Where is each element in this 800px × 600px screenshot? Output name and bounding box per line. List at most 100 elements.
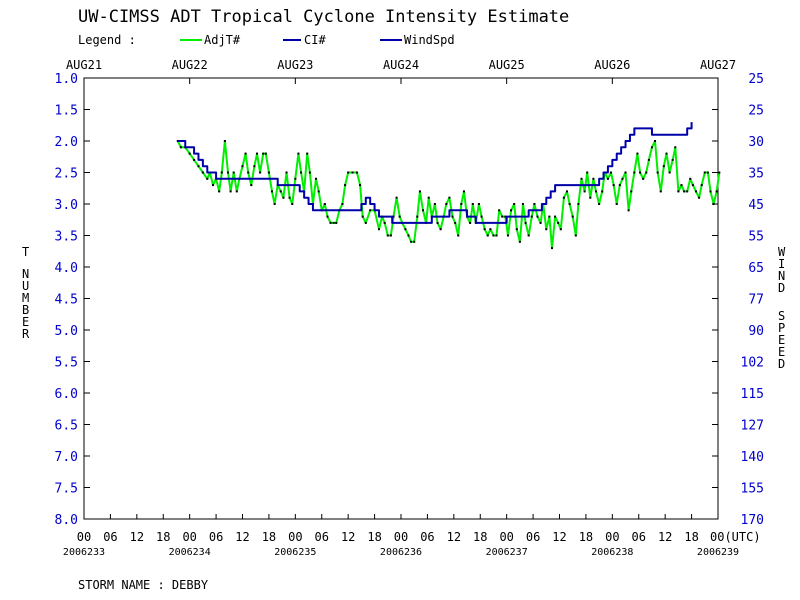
adjt-point	[536, 215, 539, 218]
y-label-right-d2: D	[778, 357, 785, 371]
bottom-hour-label: 00	[77, 530, 91, 544]
adjt-point	[259, 171, 262, 174]
adjt-point	[477, 203, 480, 205]
left-tick-label: 6.0	[55, 387, 78, 402]
bottom-hour-label: 00	[499, 530, 513, 544]
adjt-point	[427, 196, 430, 199]
adjt-point	[559, 228, 562, 231]
bottom-hour-label: 06	[632, 530, 646, 544]
bottom-hour-label: 18	[473, 530, 487, 544]
adjt-point	[273, 203, 276, 205]
adjt-point	[364, 221, 367, 224]
adjt-point	[647, 158, 650, 161]
adjt-point	[492, 234, 495, 237]
adjt-point	[606, 177, 609, 180]
adjt-point	[256, 152, 259, 155]
adjt-point	[250, 184, 253, 187]
adjt-point	[369, 209, 372, 212]
legend-label-ci: CI#	[304, 33, 326, 47]
adjt-point	[220, 171, 223, 174]
julian-date-label: 2006235	[274, 547, 316, 558]
adjt-point	[624, 171, 627, 174]
adjt-point	[436, 221, 439, 224]
adjt-point	[627, 209, 630, 212]
adjt-point	[297, 152, 300, 155]
bottom-hour-label: 00	[288, 530, 302, 544]
top-date-label: AUG25	[489, 58, 525, 72]
adjt-point	[671, 158, 674, 161]
legend: Legend : AdjT# CI# WindSpd	[78, 33, 455, 47]
adjt-point	[270, 190, 273, 193]
adjt-point	[285, 171, 288, 174]
left-tick-label: 2.0	[55, 135, 78, 150]
series-line-adjt	[176, 140, 721, 250]
adjt-point	[317, 190, 320, 193]
top-date-labels: AUG21 AUG22 AUG23 AUG24 AUG25 AUG26 AUG27	[66, 58, 736, 84]
adjt-point	[513, 203, 516, 205]
adjt-point	[197, 165, 200, 168]
adjt-point	[680, 184, 683, 187]
adjt-point	[554, 215, 557, 218]
adjt-point	[712, 203, 715, 205]
right-tick-label: 45	[748, 198, 764, 213]
left-tick-label: 8.0	[55, 513, 78, 528]
adjt-point	[583, 190, 586, 193]
bottom-hour-label: 00	[394, 530, 408, 544]
adjt-point	[498, 209, 501, 212]
right-tick-label: 170	[741, 513, 764, 528]
adjt-point	[410, 240, 413, 243]
bottom-hour-label: 18	[579, 530, 593, 544]
adjt-point	[457, 234, 460, 237]
top-date-label: AUG27	[700, 58, 736, 72]
adjt-point	[395, 196, 398, 199]
bottom-hour-label: 18	[262, 530, 276, 544]
adjt-point	[315, 177, 318, 180]
adjt-point	[524, 221, 527, 224]
adjt-point	[539, 221, 542, 224]
y-label-left-b: B	[22, 303, 29, 317]
adjt-point	[668, 171, 671, 174]
left-tick-label: 5.5	[55, 356, 78, 371]
adjt-point	[445, 203, 448, 205]
adjt-point	[332, 221, 335, 224]
bottom-hour-labels: 00 06 12 18 00 06 12 18 00 06 12 18 00 06 12 18 00 06 12 18…	[77, 514, 761, 544]
julian-date-label: 2006233	[63, 547, 105, 558]
bottom-hour-label: 12	[341, 530, 355, 544]
adjt-point	[422, 209, 425, 212]
right-tick-label: 102	[741, 356, 764, 371]
adjt-point	[700, 184, 703, 187]
adjt-point	[218, 190, 221, 193]
right-tick-label: 25	[748, 72, 764, 87]
adjt-point	[610, 171, 613, 174]
bottom-hour-label: 12	[447, 530, 461, 544]
y-label-right-e2: E	[778, 345, 785, 359]
left-tick-label: 1.0	[55, 72, 78, 87]
adjt-point	[548, 215, 551, 218]
y-label-right-n: N	[778, 269, 785, 283]
adjt-point	[471, 203, 474, 205]
adjt-point	[226, 171, 229, 174]
adjt-point	[533, 203, 536, 205]
bottom-hour-label: 12	[658, 530, 672, 544]
series-line-ci	[177, 122, 693, 224]
adjt-point	[545, 228, 548, 231]
y-label-left-u: U	[22, 279, 29, 293]
bottom-hour-label: 06	[526, 530, 540, 544]
adjt-point	[557, 221, 560, 224]
adjt-point	[480, 215, 483, 218]
bottom-hour-label: 06	[420, 530, 434, 544]
right-tick-label: 127	[741, 419, 764, 434]
right-tick-label: 90	[748, 324, 764, 339]
left-axis-title: T N U M B E R	[22, 245, 30, 341]
adjt-point	[439, 228, 442, 231]
adjt-point	[407, 234, 410, 237]
adjt-point	[506, 234, 509, 237]
legend-label-windspd: WindSpd	[404, 33, 455, 47]
adjt-point	[580, 177, 583, 180]
adjt-point	[288, 196, 291, 199]
adjt-point	[698, 196, 701, 199]
adjt-point	[659, 190, 662, 193]
y-label-left-m: M	[22, 291, 29, 305]
adjt-point	[291, 203, 294, 205]
adjt-point	[565, 190, 568, 193]
